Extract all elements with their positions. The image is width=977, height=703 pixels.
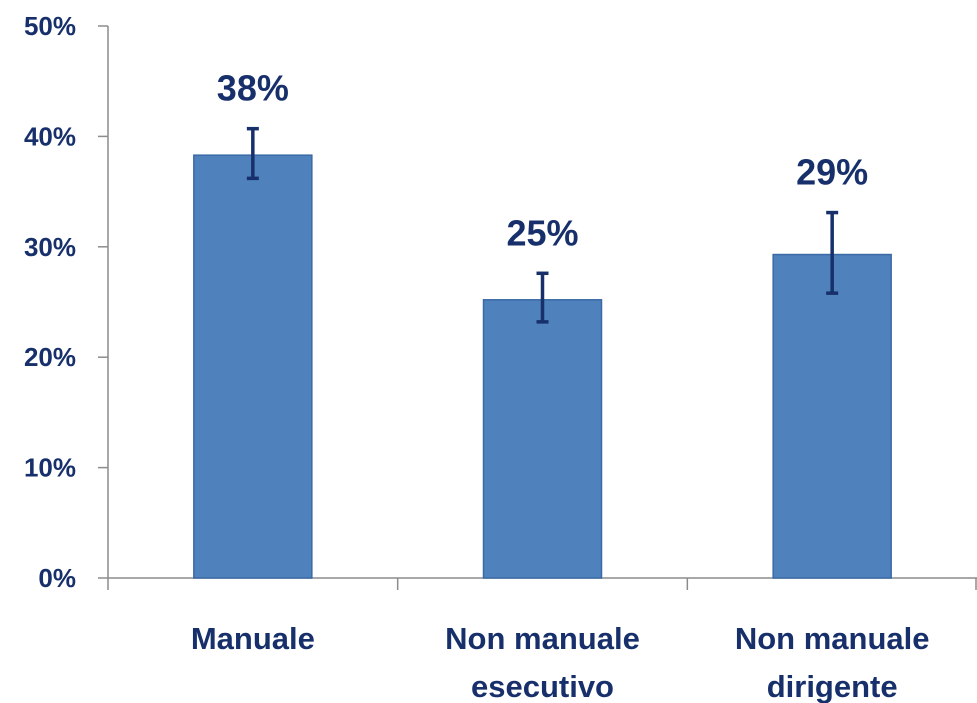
x-tick-label-line: Non manuale [445, 621, 640, 656]
bar [193, 154, 313, 579]
y-tick-label: 0% [38, 563, 76, 593]
data-labels: 38% 25% 29% [217, 68, 868, 254]
error-bar [536, 271, 549, 324]
error-bar [246, 126, 259, 181]
x-tick-label-line: Manuale [191, 621, 315, 656]
y-axis: 0% 10% 20% 30% 40% 50% [24, 11, 109, 593]
y-tick-label: 10% [24, 453, 76, 483]
x-tick-label: Manuale [191, 621, 315, 656]
x-axis: Manuale Non manuale esecutivo Non manuale di… [107, 577, 977, 703]
x-tick-label-line: dirigente [767, 669, 898, 703]
error-bar [826, 210, 839, 295]
y-tick-label: 30% [24, 232, 76, 262]
x-tick-label-line: esecutivo [471, 669, 614, 703]
bar [482, 299, 603, 579]
x-tick-label: Non manuale dirigente [735, 621, 930, 703]
data-label: 38% [217, 68, 289, 109]
y-tick-label: 50% [24, 11, 76, 41]
error-bars [246, 126, 839, 324]
y-tick-label: 40% [24, 121, 76, 151]
data-label: 29% [796, 152, 868, 193]
y-tick-label: 20% [24, 342, 76, 372]
x-tick-label-line: Non manuale [735, 621, 930, 656]
bar [772, 253, 892, 579]
bars [193, 154, 892, 579]
data-label: 25% [506, 212, 578, 253]
x-tick-label: Non manuale esecutivo [445, 621, 640, 703]
